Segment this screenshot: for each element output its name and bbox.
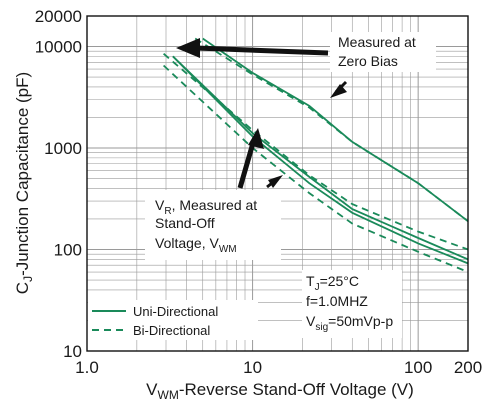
y-tick-labels: 10 100 1000 10000 20000	[35, 7, 82, 361]
series-line-2-solid	[172, 55, 468, 261]
y-tick-label-0: 10	[63, 342, 82, 361]
standoff-annotation-line3: Voltage, VWM	[155, 235, 237, 255]
y-tick-label-4: 20000	[35, 7, 82, 26]
series-line-4-dashed	[163, 53, 468, 251]
legend: Uni-Directional Bi-Directional	[92, 304, 218, 338]
standoff-annotation-line2: Stand-Off	[155, 215, 215, 231]
standoff-arrow	[237, 128, 264, 189]
series-group	[162, 37, 468, 273]
conditions-box	[302, 270, 402, 338]
zero-bias-secondary-arrow	[330, 80, 348, 98]
series-line-5-dashed	[162, 64, 468, 273]
series-line-3-solid	[172, 55, 468, 265]
x-tick-label-1: 10	[243, 358, 262, 377]
x-tick-labels: 1.0 10 100 200	[75, 358, 482, 377]
conditions-frequency: f=1.0MHZ	[306, 293, 368, 309]
y-tick-label-2: 1000	[44, 139, 82, 158]
zero-bias-arrow	[176, 38, 329, 58]
legend-box	[88, 300, 258, 340]
x-tick-label-2: 100	[404, 358, 432, 377]
conditions-temperature: TJ=25°C	[306, 273, 359, 293]
zero-bias-annotation-line1: Measured at	[338, 34, 416, 50]
legend-label-bi: Bi-Directional	[133, 323, 210, 338]
x-axis-label: VWM-Reverse Stand-Off Voltage (V)	[146, 380, 414, 402]
zero-bias-label-box	[330, 32, 436, 72]
standoff-secondary-arrow	[266, 175, 283, 189]
zero-bias-annotation-line2: Zero Bias	[338, 53, 398, 69]
legend-label-uni: Uni-Directional	[133, 304, 218, 319]
standoff-annotation-line1: VR, Measured at	[155, 197, 257, 217]
conditions-signal-voltage: Vsig=50mVp-p	[306, 313, 393, 333]
y-tick-label-3: 10000	[35, 38, 82, 57]
series-line-1-dashed	[194, 37, 468, 222]
x-tick-label-3: 200	[454, 358, 482, 377]
y-axis-label: CJ-Junction Capacitance (pF)	[13, 72, 35, 294]
x-tick-label-0: 1.0	[75, 358, 99, 377]
plot-frame	[86, 15, 469, 352]
standoff-label-box	[145, 190, 281, 260]
y-tick-label-1: 100	[54, 241, 82, 260]
